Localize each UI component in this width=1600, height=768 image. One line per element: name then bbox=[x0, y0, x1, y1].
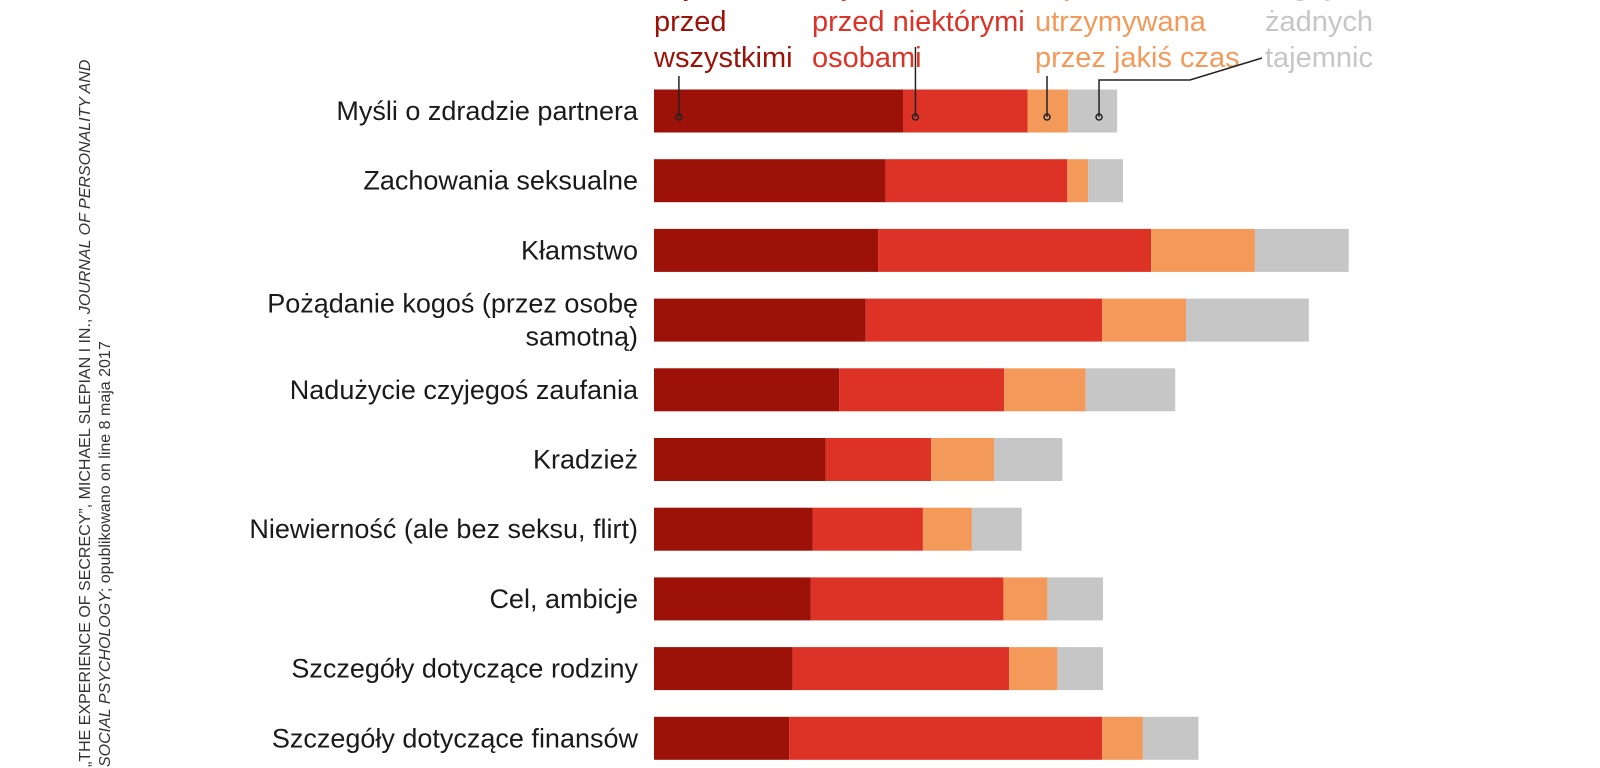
bar-segment bbox=[654, 368, 840, 412]
legend-label: przed niektórymi bbox=[812, 6, 1025, 38]
category-label: Pożądanie kogoś (przez osobę bbox=[267, 289, 638, 319]
legend-leader-dot bbox=[911, 113, 920, 121]
bar-segment bbox=[654, 716, 790, 760]
bar-segment bbox=[654, 507, 813, 551]
bar-segment bbox=[1186, 298, 1309, 342]
bar-segment bbox=[1085, 368, 1176, 412]
bar-segment bbox=[654, 298, 866, 342]
bar-segment bbox=[654, 438, 826, 481]
category-label: Kradzież bbox=[533, 445, 638, 475]
category-label: Myśli o zdradzie partnera bbox=[336, 96, 639, 126]
bar-segment bbox=[1027, 89, 1069, 133]
source-note-journal-2: SOCIAL PSYCHOLOGY bbox=[97, 592, 114, 767]
bar-segment bbox=[789, 716, 1103, 760]
bar-segment bbox=[1254, 228, 1349, 272]
bar-segment bbox=[810, 577, 1004, 621]
bar-segment bbox=[1004, 368, 1086, 412]
category-label: Szczegóły dotyczące finansów bbox=[272, 723, 639, 753]
bar-segment bbox=[1047, 577, 1104, 621]
legend-leader-dot bbox=[1095, 113, 1103, 121]
bar-segment bbox=[994, 438, 1063, 481]
bar-segment bbox=[1057, 647, 1104, 691]
legend-label: osobami bbox=[812, 42, 922, 74]
bar-segment bbox=[885, 159, 1068, 203]
legend-label: Tajemnica bbox=[654, 0, 785, 2]
legend-label: utrzymywana bbox=[1035, 6, 1207, 38]
bar-segment bbox=[1068, 89, 1118, 133]
source-note-line-2: SOCIAL PSYCHOLOGY; opublikowano on line … bbox=[96, 27, 116, 767]
category-label: samotną) bbox=[525, 322, 638, 352]
legend-label: przed bbox=[654, 6, 727, 38]
legend-label: tajemnic bbox=[1265, 42, 1373, 74]
bar-segment bbox=[931, 438, 995, 481]
bar-segment bbox=[878, 228, 1152, 272]
bar-segment bbox=[654, 228, 879, 272]
category-label: Niewierność (ale bez seksu, flirt) bbox=[249, 514, 638, 544]
category-label: Zachowania seksualne bbox=[363, 166, 638, 196]
bar-segment bbox=[654, 159, 886, 203]
bar-segment bbox=[865, 298, 1103, 342]
category-label: Cel, ambicje bbox=[489, 584, 638, 614]
bar-segment bbox=[1003, 577, 1048, 621]
legend-label: wszystkimi bbox=[653, 42, 793, 74]
bar-segment bbox=[971, 507, 1022, 551]
category-label: Kłamstwo bbox=[521, 235, 638, 265]
bar-segment bbox=[1151, 228, 1255, 272]
bar-segment bbox=[1009, 647, 1058, 691]
source-note-plain-1: „THE EXPERIENCE OF SECRECY”, MICHAEL SLE… bbox=[77, 314, 94, 767]
bar-segment bbox=[654, 647, 793, 691]
bar-segment bbox=[1142, 716, 1199, 760]
category-label: Nadużycie czyjegoś zaufania bbox=[290, 375, 639, 405]
bar-segment bbox=[654, 577, 811, 621]
source-note-plain-2: ; opublikowano on line 8 maja 2017 bbox=[97, 341, 114, 593]
source-note-journal-1: JOURNAL OF PERSONALITY AND bbox=[77, 59, 94, 315]
bar-segment bbox=[839, 368, 1005, 412]
bar-segment bbox=[1102, 716, 1143, 760]
bar-segment bbox=[922, 507, 972, 551]
bar-segment bbox=[792, 647, 1010, 691]
bar-segment bbox=[1067, 159, 1089, 203]
legend-leader-dot bbox=[1043, 113, 1051, 121]
legend-leader-line bbox=[1098, 57, 1263, 117]
legend-label: Nigdy bbox=[1265, 0, 1340, 2]
legend-label: Tajemnica bbox=[1035, 0, 1166, 2]
bar-segment bbox=[825, 438, 932, 481]
legend-leader-dot bbox=[675, 113, 683, 121]
legend-label: przez jakiś czas bbox=[1035, 42, 1240, 74]
bar-segment bbox=[1102, 298, 1187, 342]
bar-segment bbox=[812, 507, 923, 551]
bar-segment bbox=[903, 89, 1028, 133]
source-note: „THE EXPERIENCE OF SECRECY”, MICHAEL SLE… bbox=[76, 27, 116, 767]
legend-label: żadnych bbox=[1265, 6, 1373, 38]
bar-segment bbox=[654, 89, 903, 133]
legend-label: Tajemnica bbox=[812, 0, 943, 2]
bar-segment bbox=[1088, 159, 1123, 203]
source-note-line-1: „THE EXPERIENCE OF SECRECY”, MICHAEL SLE… bbox=[76, 27, 96, 767]
category-label: Szczegóły dotyczące rodziny bbox=[291, 654, 638, 684]
